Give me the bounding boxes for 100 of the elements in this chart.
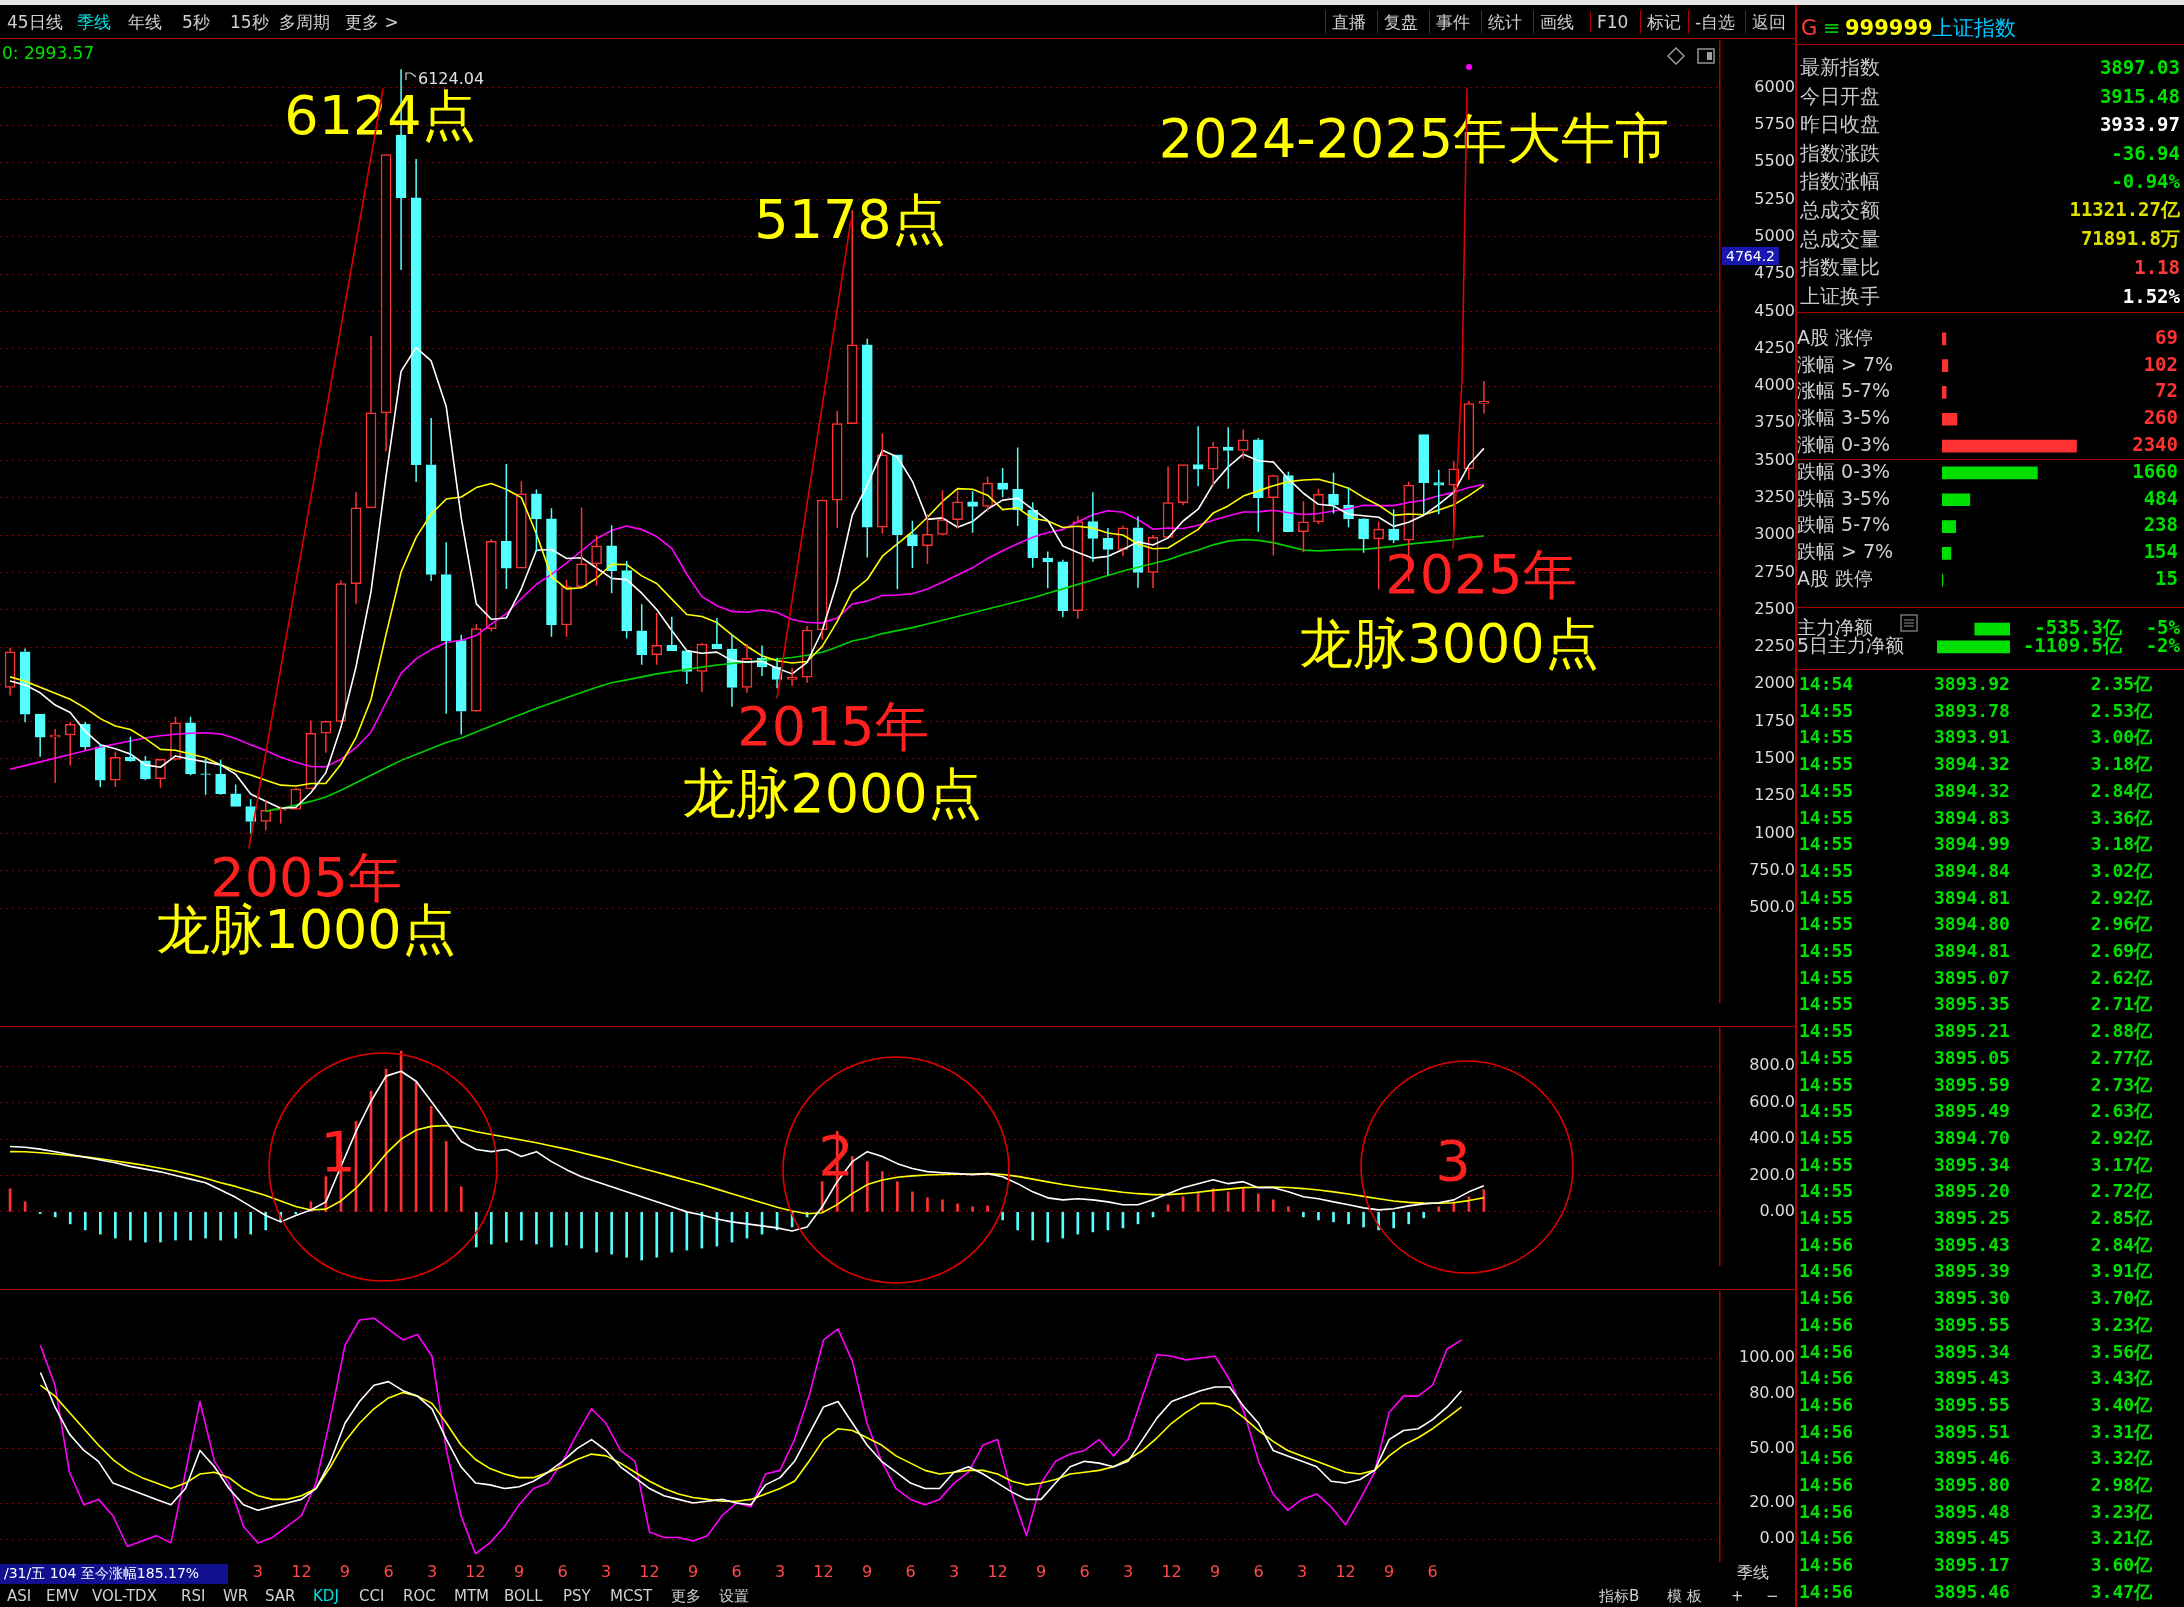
data-label: 102 <box>2143 352 2178 375</box>
text: 14:56 3895.45 3.21亿 <box>1799 1527 2153 1549</box>
text: G <box>1801 16 1818 40</box>
y-tick-label: 跌幅 > 7% <box>1797 540 1894 563</box>
text: ASI <box>7 1587 32 1605</box>
y-tick-label: 涨幅 5-7% <box>1797 379 1891 402</box>
data-label: 72 <box>2155 379 2178 402</box>
text: − <box>1766 1587 1779 1605</box>
y-tick-label: 1250 <box>1754 785 1795 805</box>
x-tick-label: 3 <box>252 1561 264 1581</box>
x-tick-label: 12 <box>987 1561 1008 1581</box>
y-tick-label: 5000 <box>1754 226 1795 246</box>
text: -36.94 <box>2111 141 2180 164</box>
x-tick-label: 9 <box>1209 1561 1221 1581</box>
text: 事件 <box>1429 10 1470 34</box>
text: 14:56 3895.34 3.56亿 <box>1799 1340 2153 1362</box>
text: 14:56 3895.17 3.60亿 <box>1799 1553 2153 1576</box>
text: 指数涨幅 <box>1800 167 1880 195</box>
text: 复盘 <box>1377 10 1418 34</box>
text: SAR <box>265 1587 296 1605</box>
y-tick-label: 1750 <box>1754 710 1795 730</box>
text: 指数涨跌 <box>1800 139 1880 167</box>
x-tick-label: 3 <box>426 1561 438 1581</box>
x-tick-label: 6 <box>1253 1561 1264 1581</box>
text: KDJ <box>313 1587 339 1605</box>
text: BOLL <box>504 1587 543 1605</box>
text: 14:56 3895.43 2.84亿 <box>1799 1233 2153 1256</box>
text: 15秒 <box>230 10 269 34</box>
x-tick-label: 12 <box>291 1561 312 1581</box>
text: 14:56 3895.46 3.32亿 <box>1799 1446 2153 1469</box>
y-tick-label: A股 涨停 <box>1797 325 1874 348</box>
text: ROC <box>403 1587 436 1605</box>
y-tick-label: 3750 <box>1754 412 1795 432</box>
text: 直播 <box>1325 10 1366 34</box>
data-label: 2340 <box>2132 433 2178 456</box>
annotation: 1 <box>320 1118 356 1184</box>
x-tick-label: 3 <box>774 1561 786 1581</box>
text: 14:56 3895.30 3.70亿 <box>1799 1286 2153 1309</box>
text: 返回 <box>1745 10 1786 34</box>
text: 指数量比 <box>1800 253 1880 281</box>
x-tick-label: 6 <box>383 1561 394 1581</box>
text: 14:55 3893.78 2.53亿 <box>1799 699 2153 722</box>
y-tick-label: 跌幅 5-7% <box>1797 513 1891 536</box>
text: 14:55 3895.59 2.73亿 <box>1799 1073 2153 1095</box>
y-tick-label: 4750 <box>1754 263 1795 283</box>
text: 总成交额 <box>1800 196 1880 224</box>
y-tick-label: 3000 <box>1754 524 1795 544</box>
y-tick-label: 5750 <box>1754 114 1795 134</box>
data-label: 15 <box>2155 567 2178 590</box>
text: 14:55 3894.80 2.96亿 <box>1799 912 2153 935</box>
text: 4764.2 <box>1722 247 1779 265</box>
text: 季线 <box>77 10 111 34</box>
text: 14:55 3894.32 2.84亿 <box>1799 779 2153 802</box>
data-label: 238 <box>2143 513 2178 536</box>
text: 14:55 3894.81 2.69亿 <box>1799 939 2153 962</box>
text: 年线 <box>128 10 162 34</box>
text: WR <box>223 1587 249 1605</box>
y-tick-label: 1500 <box>1754 748 1795 768</box>
text: -0.94% <box>2111 170 2180 193</box>
x-tick-label: 6 <box>557 1561 568 1581</box>
data-label: 484 <box>2143 486 2178 509</box>
x-tick-label: 6 <box>905 1561 916 1581</box>
text: 更多 <box>671 1586 701 1606</box>
y-tick-label: 750.0 <box>1749 859 1795 879</box>
text: EMV <box>46 1587 79 1605</box>
y-tick-label: 0.00 <box>1759 1201 1795 1221</box>
text: ≡ <box>1823 16 1841 40</box>
x-tick-label: 6 <box>1427 1561 1438 1581</box>
text: 统计 <box>1481 10 1522 34</box>
text: MCST <box>610 1587 653 1605</box>
x-tick-label: 9 <box>1035 1561 1047 1581</box>
y-tick-label: 4000 <box>1754 375 1795 395</box>
annotation: 龙脉2000点 <box>682 760 982 827</box>
text: 14:56 3895.48 3.23亿 <box>1799 1500 2153 1523</box>
text: 14:56 3895.55 3.23亿 <box>1799 1313 2153 1336</box>
y-tick-label: 跌幅 0-3% <box>1797 459 1891 482</box>
text: 上证指数 <box>1932 15 2016 42</box>
data-label: 1660 <box>2132 459 2178 482</box>
text: 71891.8万 <box>2080 225 2180 251</box>
text: 14:55 3895.25 2.85亿 <box>1799 1206 2153 1229</box>
y-tick-label: 4500 <box>1754 300 1795 320</box>
x-tick-label: 3 <box>600 1561 612 1581</box>
text: 14:56 3895.46 3.47亿 <box>1799 1580 2153 1603</box>
text: 画线 <box>1533 10 1574 34</box>
text: 14:55 3895.35 2.71亿 <box>1799 993 2153 1015</box>
text: 14:55 3894.32 3.18亿 <box>1799 752 2153 775</box>
y-tick-label: 1000 <box>1754 822 1795 842</box>
text: 14:56 3895.55 3.40亿 <box>1799 1393 2153 1416</box>
text: PSY <box>563 1587 591 1605</box>
y-tick-label: 800.0 <box>1749 1055 1795 1075</box>
x-tick-label: 6 <box>1079 1561 1090 1581</box>
y-tick-label: 3250 <box>1754 487 1795 507</box>
x-tick-label: 9 <box>1384 1561 1395 1581</box>
y-tick-label: 80.00 <box>1749 1383 1795 1403</box>
text: 多周期 <box>279 10 330 34</box>
y-tick-label: 20.00 <box>1749 1492 1795 1512</box>
text: RSI <box>181 1587 206 1605</box>
text: 指标B <box>1599 1586 1640 1606</box>
y-tick-label: 5500 <box>1754 151 1795 171</box>
x-tick-label: 3 <box>1122 1561 1134 1581</box>
